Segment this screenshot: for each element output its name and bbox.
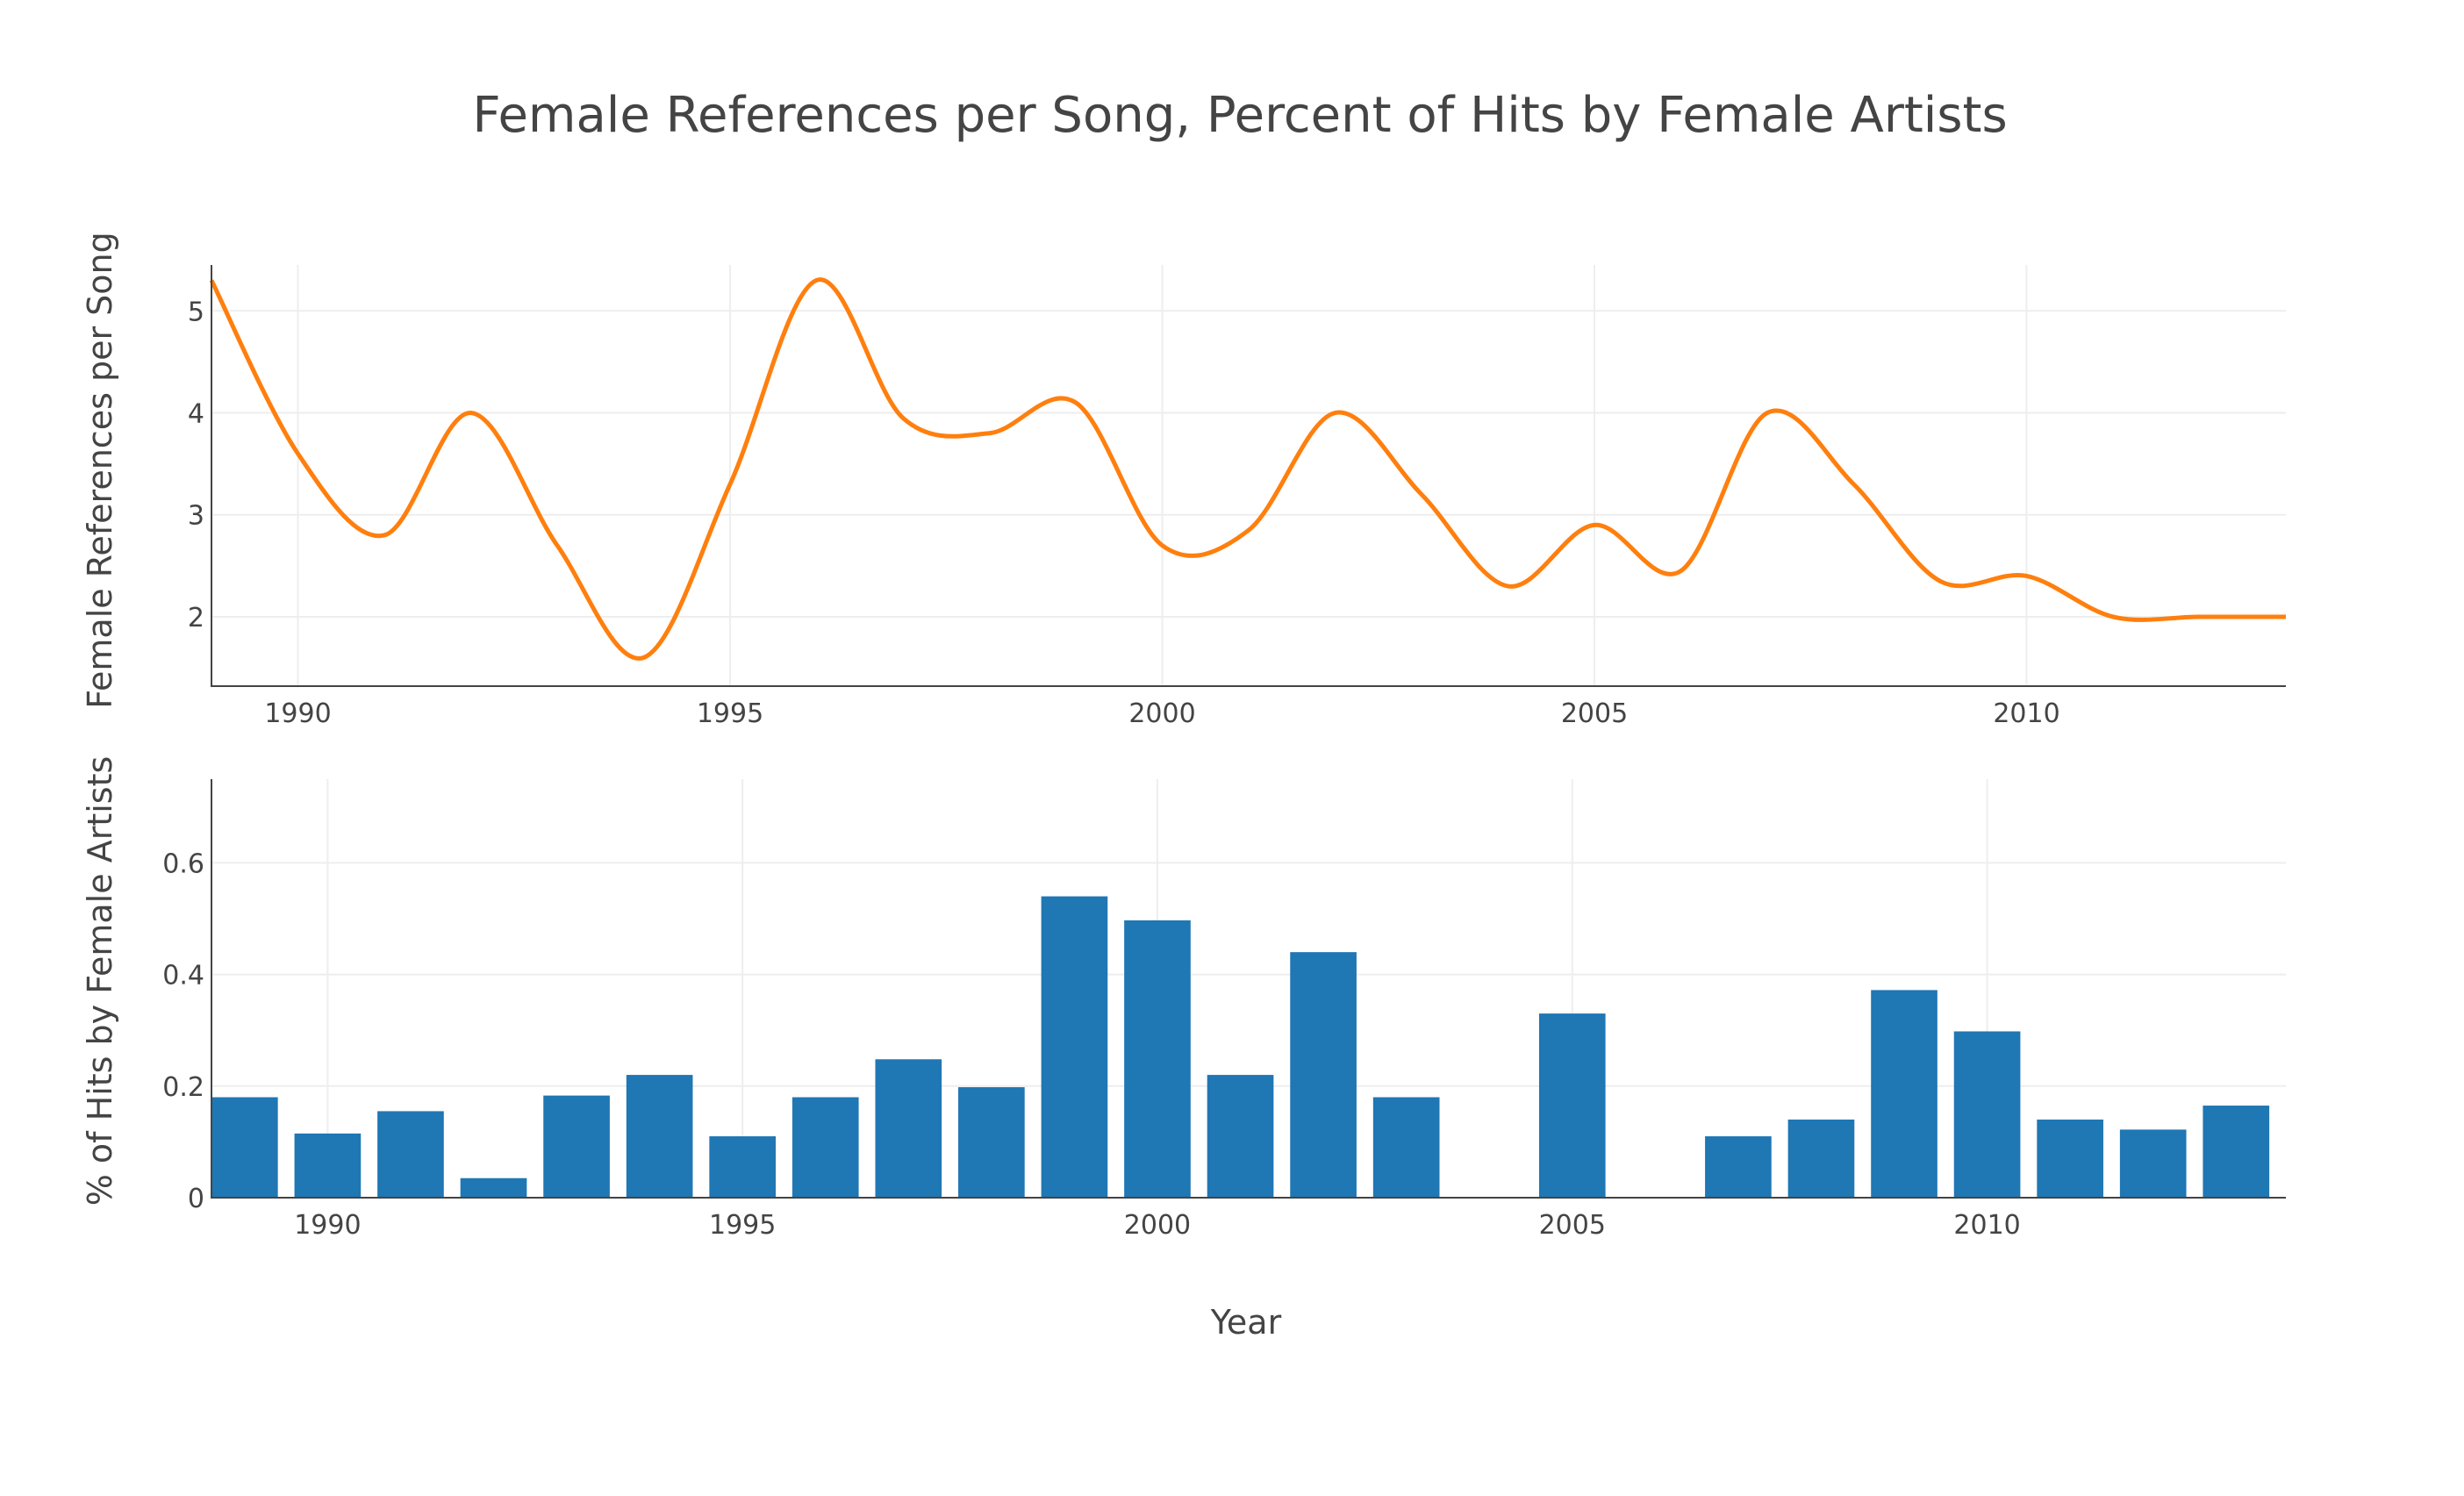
y-tick-label: 2 [188,603,204,633]
bar [1538,1013,1606,1198]
x-tick-label: 2010 [1993,698,2059,729]
y-tick-label: 0.2 [162,1072,204,1103]
x-tick-label: 1995 [709,1210,776,1241]
bar [626,1075,693,1198]
bar [211,1097,278,1198]
bar [1953,1031,2021,1198]
bar [791,1097,859,1198]
bar [1041,896,1108,1198]
bar [875,1059,942,1198]
y-tick-label: 3 [188,501,204,532]
bar [460,1177,527,1198]
series-line [209,277,2286,661]
bottom-bar-chart: 1990 1995 2000 2005 2010 0 0.2 0.4 0.6 % of Hits… [81,756,2286,1342]
bar [377,1111,444,1198]
bottom-axes [211,779,2286,1199]
bar [958,1087,1025,1198]
bar [1787,1119,1855,1198]
y-tick-label: 0 [188,1184,204,1214]
x-tick-label: 2000 [1124,1210,1191,1241]
bar [1705,1136,1772,1198]
x-tick-label: 1995 [697,698,763,729]
bar [2037,1119,2103,1198]
bar [2203,1106,2270,1198]
bar [709,1136,777,1198]
bar [1207,1075,1274,1198]
x-tick-label: 2000 [1128,698,1195,729]
x-tick-label: 2005 [1561,698,1628,729]
bar [1871,990,1938,1198]
y-tick-label: 0.4 [162,961,204,991]
bar [1372,1097,1440,1198]
bar [2119,1129,2187,1198]
top-line-chart: 1990 1995 2000 2005 2010 2 3 4 5 Female Referenc… [81,232,2286,729]
y-tick-label: 5 [188,297,204,327]
bottom-tick-labels: 1990 1995 2000 2005 2010 0 0.2 0.4 0.6 [162,848,2020,1241]
top-tick-labels: 1990 1995 2000 2005 2010 2 3 4 5 [188,297,2060,729]
chart-title: Female References per Song, Percent of H… [472,87,2007,144]
x-tick-label: 2010 [1953,1210,2020,1241]
bar [294,1133,362,1198]
top-axes [211,265,2286,687]
y-tick-label: 4 [188,399,204,430]
x-tick-label: 1990 [294,1210,361,1241]
y-tick-label: 0.6 [162,848,204,879]
bar [1290,952,1357,1198]
bottom-y-axis-title: % of Hits by Female Artists [81,756,119,1206]
bar [543,1095,610,1198]
bar-series [211,896,2270,1198]
x-axis-title: Year [1210,1303,1282,1342]
top-gridlines [211,265,2286,686]
x-tick-label: 1990 [264,698,331,729]
bar [1124,920,1191,1198]
top-y-axis-title: Female References per Song [81,232,119,709]
x-tick-label: 2005 [1539,1210,1606,1241]
